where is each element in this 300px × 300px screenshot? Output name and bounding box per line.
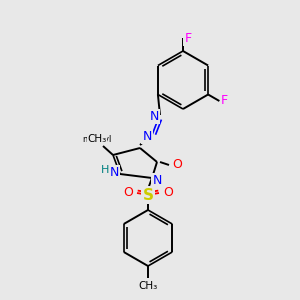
Text: F: F xyxy=(184,32,192,44)
Text: N: N xyxy=(152,173,162,187)
Text: CH₃: CH₃ xyxy=(138,281,158,291)
Text: O: O xyxy=(123,187,133,200)
Text: H: H xyxy=(101,165,109,175)
Text: CH₃: CH₃ xyxy=(87,134,106,144)
Text: N: N xyxy=(149,110,159,122)
Text: N: N xyxy=(142,130,152,142)
Text: methyl: methyl xyxy=(82,136,112,145)
Text: S: S xyxy=(142,188,154,202)
Text: F: F xyxy=(221,94,228,107)
Text: N: N xyxy=(109,166,119,178)
Text: O: O xyxy=(172,158,182,172)
Text: O: O xyxy=(163,187,173,200)
